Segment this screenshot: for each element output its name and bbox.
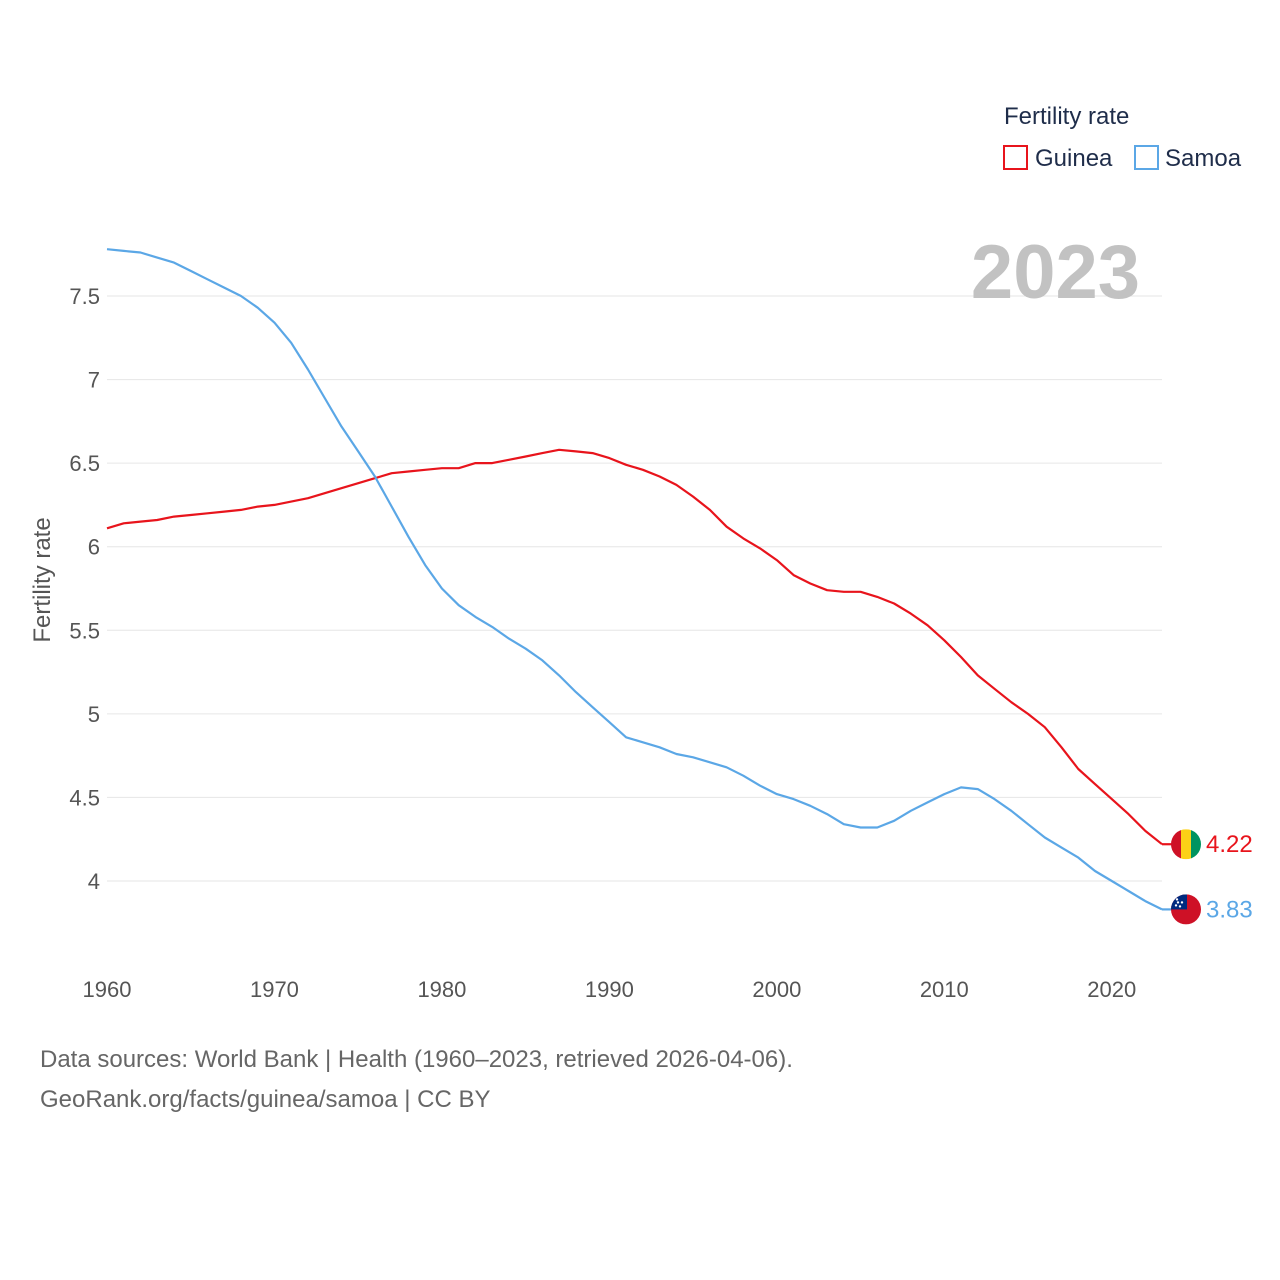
series-line-guinea[interactable] — [106, 448, 1163, 846]
y-tick-label: 6.5 — [69, 451, 100, 476]
source-line-2: GeoRank.org/facts/guinea/samoa | CC BY — [40, 1086, 491, 1113]
y-axis-label: Fertility rate — [29, 517, 56, 642]
samoa-flag-icon — [1171, 894, 1201, 925]
source-line-1: Data sources: World Bank | Health (1960–… — [40, 1046, 793, 1073]
x-tick-label: 1990 — [585, 977, 634, 1002]
legend-label-guinea[interactable]: Guinea — [1035, 145, 1113, 172]
y-axis-ticks: 4 4.5 5 5.5 6 6.5 7 7.5 — [69, 284, 100, 894]
y-tick-label: 4 — [88, 869, 100, 894]
series-lines — [106, 248, 1163, 911]
y-tick-label: 6 — [88, 535, 100, 560]
legend-title: Fertility rate — [1004, 103, 1129, 130]
end-markers: 4.22 3.83 — [1162, 829, 1253, 925]
x-tick-label: 2010 — [920, 977, 969, 1002]
series-line-samoa[interactable] — [106, 248, 1163, 911]
y-tick-label: 7 — [88, 368, 100, 393]
y-tick-label: 5 — [88, 702, 100, 727]
gridlines — [107, 295, 1162, 882]
y-tick-label: 5.5 — [69, 618, 100, 643]
guinea-flag-icon — [1171, 829, 1201, 860]
end-value-samoa: 3.83 — [1206, 896, 1253, 923]
x-tick-label: 1970 — [250, 977, 299, 1002]
x-tick-label: 2000 — [752, 977, 801, 1002]
year-label: 2023 — [971, 230, 1140, 315]
x-tick-label: 1960 — [83, 977, 132, 1002]
y-tick-label: 4.5 — [69, 785, 100, 810]
legend-swatch-samoa[interactable] — [1134, 145, 1159, 170]
legend: Fertility rate Guinea Samoa — [1003, 103, 1242, 172]
x-axis-ticks: 1960 1970 1980 1990 2000 2010 2020 — [83, 977, 1137, 1002]
legend-swatch-guinea[interactable] — [1003, 145, 1028, 170]
legend-label-samoa[interactable]: Samoa — [1165, 145, 1242, 172]
x-tick-label: 2020 — [1087, 977, 1136, 1002]
y-tick-label: 7.5 — [69, 284, 100, 309]
x-tick-label: 1980 — [417, 977, 466, 1002]
end-value-guinea: 4.22 — [1206, 831, 1253, 858]
